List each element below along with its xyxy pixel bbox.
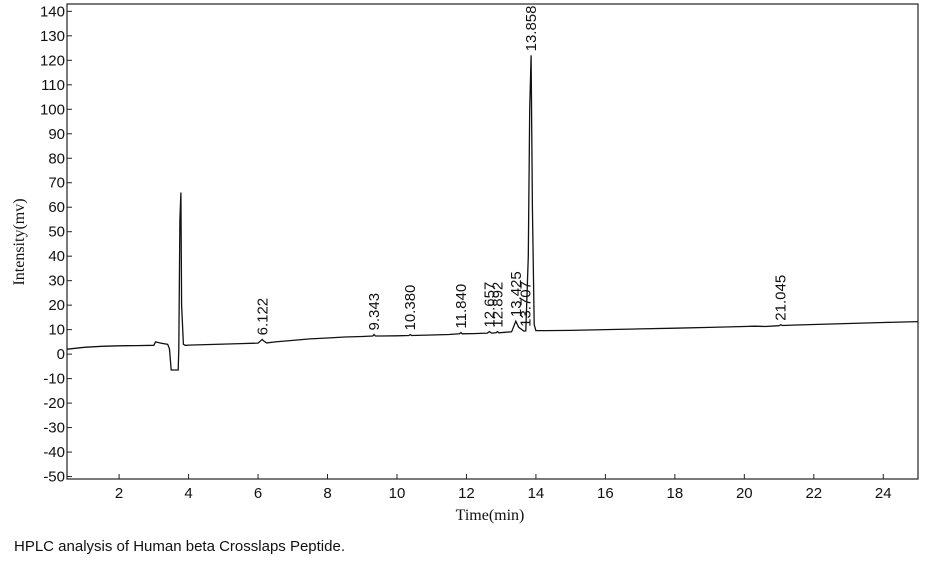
y-tick-label: 80 [48,150,65,167]
x-tick-label: 4 [184,485,192,502]
x-tick-label: 6 [254,485,262,502]
peak-label: 12.892 [489,282,506,328]
y-tick-label: 10 [48,322,65,339]
x-axis-title: Time(min) [456,507,525,524]
peak-label: 11.840 [453,284,470,329]
y-tick-label: 90 [48,126,65,143]
x-tick-label: 24 [875,485,892,502]
y-tick-label: -30 [43,420,65,437]
peak-label: 13.425 [508,271,525,317]
y-tick-label: 70 [48,175,65,192]
y-tick-label: 0 [57,346,65,363]
y-tick-label: 120 [40,52,65,69]
peak-label: 13.707 [518,281,535,327]
figure-caption: HPLC analysis of Human beta Crosslaps Pe… [14,538,345,555]
y-tick-label: -40 [43,444,65,461]
x-tick-label: 20 [736,485,753,502]
peak-label: 9.343 [366,293,383,331]
y-tick-label: 60 [48,199,65,216]
x-tick-label: 12 [458,485,475,502]
y-tick-label: 110 [41,77,65,94]
hplc-chromatogram: -50 -40 -30 -20 -10 0 10 20 30 40 50 60 70 80 90 100 110… [11,3,919,524]
peak-label: 13.858 [523,6,540,52]
x-tick-label: 18 [667,485,684,502]
y-tick-label: 140 [40,3,65,20]
y-axis-title: Intensity(mv) [11,198,28,285]
y-tick-label: -50 [43,469,65,486]
plot-frame [66,3,919,480]
x-tick-label: 2 [115,485,123,502]
x-tick-label: 22 [805,485,822,502]
x-tick-label: 10 [389,485,406,502]
chromatogram-trace [66,55,919,371]
y-tick-label: 40 [48,248,65,265]
peak-label: 21.045 [773,275,790,321]
y-tick-label: -20 [43,395,65,412]
y-axis-ticks: -50 -40 -30 -20 -10 0 10 20 30 40 50 60 70 80 90 100 110… [40,3,72,486]
peak-label: 12.657 [481,282,498,328]
y-tick-label: -10 [43,371,65,388]
y-tick-label: 20 [48,297,65,314]
y-tick-label: 100 [40,101,65,118]
peak-label: 6.122 [254,298,271,336]
x-axis-ticks: 2 4 6 8 10 12 14 16 18 20 22 24 [115,474,892,502]
x-tick-label: 8 [323,485,331,502]
y-tick-label: 30 [48,273,65,290]
x-tick-label: 14 [528,485,545,502]
y-tick-label: 130 [40,28,65,45]
y-tick-label: 50 [48,224,65,241]
peak-label: 10.380 [402,285,419,331]
x-tick-label: 16 [597,485,614,502]
